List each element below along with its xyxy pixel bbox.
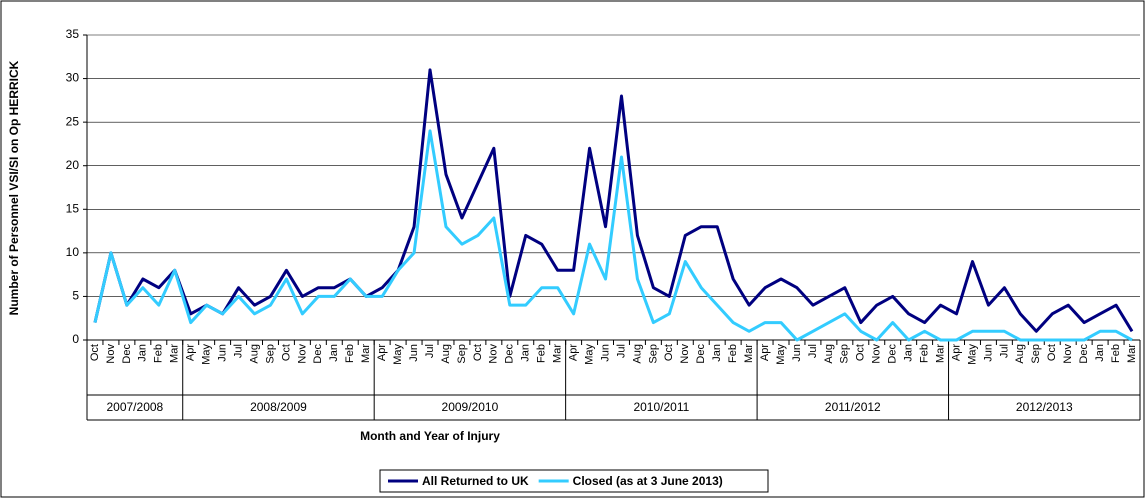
- y-tick-label: 25: [66, 114, 80, 128]
- group-label: 2007/2008: [106, 400, 163, 414]
- x-tick-label: Jun: [217, 344, 229, 362]
- x-tick-label: Jan: [137, 344, 149, 362]
- y-tick-label: 0: [72, 332, 79, 346]
- x-tick-label: Dec: [504, 344, 516, 364]
- x-tick-label: Apr: [950, 344, 962, 361]
- y-axis-title: Number of Personnel VSI/SI on Op HERRICK: [7, 60, 21, 315]
- y-tick-label: 15: [66, 201, 80, 215]
- x-tick-label: Feb: [153, 344, 165, 363]
- group-label: 2010/2011: [633, 400, 689, 414]
- x-tick-label: Apr: [568, 344, 580, 361]
- x-tick-label: Dec: [695, 344, 707, 364]
- x-tick-label: May: [775, 344, 787, 365]
- x-tick-label: Nov: [1062, 344, 1074, 364]
- x-tick-label: Nov: [679, 344, 691, 364]
- x-tick-label: Aug: [248, 344, 260, 364]
- x-tick-label: Jun: [599, 344, 611, 362]
- x-tick-label: Oct: [280, 344, 292, 361]
- x-tick-label: Dec: [312, 344, 324, 364]
- x-tick-label: May: [201, 344, 213, 365]
- x-tick-label: Mar: [934, 344, 946, 363]
- x-axis-title: Month and Year of Injury: [360, 429, 500, 443]
- x-tick-label: Mar: [743, 344, 755, 363]
- x-tick-label: Mar: [1126, 344, 1138, 363]
- x-tick-label: Nov: [871, 344, 883, 364]
- y-tick-label: 20: [66, 158, 80, 172]
- x-tick-label: May: [583, 344, 595, 365]
- x-tick-label: Sep: [1030, 344, 1042, 364]
- x-tick-label: Feb: [919, 344, 931, 363]
- legend-box: [379, 469, 769, 493]
- legend-label: All Returned to UK: [422, 474, 529, 488]
- x-tick-label: Jun: [791, 344, 803, 362]
- x-tick-label: Oct: [472, 344, 484, 361]
- x-tick-label: Jan: [1094, 344, 1106, 362]
- x-tick-label: Feb: [536, 344, 548, 363]
- x-tick-label: Feb: [1110, 344, 1122, 363]
- group-label: 2012/2013: [1016, 400, 1073, 414]
- x-tick-label: Oct: [855, 344, 867, 361]
- x-tick-label: Apr: [759, 344, 771, 361]
- x-tick-label: Sep: [456, 344, 468, 364]
- y-tick-label: 10: [66, 245, 80, 259]
- legend-label: Closed (as at 3 June 2013): [573, 474, 723, 488]
- x-tick-label: Dec: [121, 344, 133, 364]
- x-tick-label: Oct: [89, 344, 101, 361]
- x-tick-label: Jul: [232, 344, 244, 358]
- x-tick-label: Jun: [408, 344, 420, 362]
- group-label: 2011/2012: [825, 400, 881, 414]
- x-tick-label: Feb: [344, 344, 356, 363]
- x-tick-label: Oct: [663, 344, 675, 361]
- x-tick-label: Aug: [1014, 344, 1026, 364]
- x-tick-label: May: [392, 344, 404, 365]
- x-tick-label: Aug: [440, 344, 452, 364]
- x-tick-label: Aug: [823, 344, 835, 364]
- x-tick-label: Dec: [1078, 344, 1090, 364]
- y-tick-label: 30: [66, 71, 80, 85]
- x-tick-label: Mar: [552, 344, 564, 363]
- x-tick-label: Oct: [1046, 344, 1058, 361]
- x-tick-label: Jan: [520, 344, 532, 362]
- x-tick-label: Apr: [376, 344, 388, 361]
- x-tick-label: Jan: [903, 344, 915, 362]
- group-label: 2008/2009: [250, 400, 307, 414]
- group-label: 2009/2010: [442, 400, 499, 414]
- x-tick-label: Nov: [296, 344, 308, 364]
- x-tick-label: Mar: [360, 344, 372, 363]
- x-tick-label: May: [966, 344, 978, 365]
- x-tick-label: Feb: [727, 344, 739, 363]
- x-tick-label: Dec: [887, 344, 899, 364]
- x-tick-label: Jan: [711, 344, 723, 362]
- y-tick-label: 35: [66, 27, 80, 41]
- x-tick-label: Jun: [982, 344, 994, 362]
- x-tick-label: Apr: [185, 344, 197, 361]
- y-tick-label: 5: [72, 289, 79, 303]
- x-tick-label: Mar: [169, 344, 181, 363]
- x-tick-label: Jul: [998, 344, 1010, 358]
- x-tick-label: Nov: [105, 344, 117, 364]
- x-tick-label: Jul: [807, 344, 819, 358]
- x-tick-label: Sep: [264, 344, 276, 364]
- x-tick-label: Sep: [647, 344, 659, 364]
- series-line: [93, 68, 1134, 333]
- x-tick-label: Jan: [328, 344, 340, 362]
- x-tick-label: Nov: [488, 344, 500, 364]
- x-tick-label: Jul: [424, 344, 436, 358]
- x-tick-label: Jul: [615, 344, 627, 358]
- series-line: [93, 129, 1133, 342]
- x-tick-label: Sep: [839, 344, 851, 364]
- x-tick-label: Aug: [631, 344, 643, 364]
